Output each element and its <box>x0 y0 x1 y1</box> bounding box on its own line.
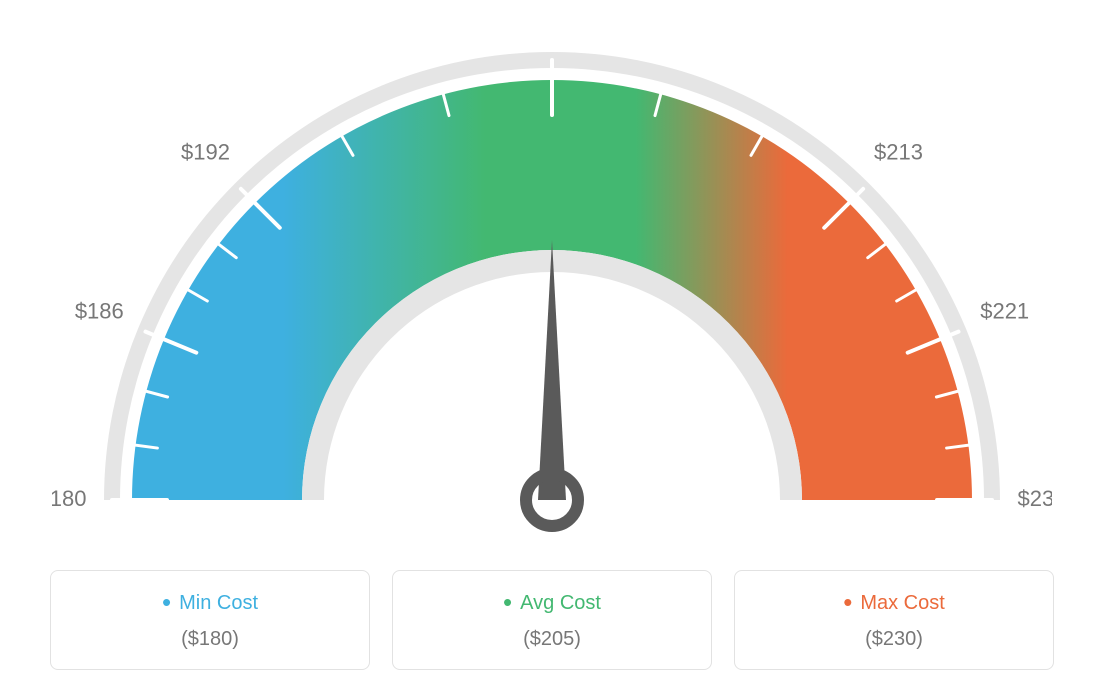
legend-max-value: ($230) <box>755 628 1033 651</box>
legend-row: Min Cost ($180) Avg Cost ($205) Max Cost… <box>0 570 1104 670</box>
svg-text:$180: $180 <box>52 486 86 511</box>
svg-text:$192: $192 <box>181 139 230 164</box>
legend-avg-value: ($205) <box>413 628 691 651</box>
gauge-area: $180 $186 $192 $205 $213 $221 $230 <box>0 0 1104 560</box>
svg-text:$230: $230 <box>1018 486 1052 511</box>
legend-avg-label: Avg Cost <box>413 587 691 618</box>
legend-card-avg: Avg Cost ($205) <box>392 570 712 670</box>
svg-text:$186: $186 <box>75 298 124 323</box>
legend-min-value: ($180) <box>71 628 349 651</box>
legend-max-label: Max Cost <box>755 587 1033 618</box>
legend-card-min: Min Cost ($180) <box>50 570 370 670</box>
legend-card-max: Max Cost ($230) <box>734 570 1054 670</box>
cost-gauge-widget: $180 $186 $192 $205 $213 $221 $230 Min Cost ($… <box>0 0 1104 690</box>
svg-text:$221: $221 <box>980 298 1029 323</box>
svg-text:$213: $213 <box>874 139 923 164</box>
svg-text:$205: $205 <box>528 20 577 21</box>
gauge-chart: $180 $186 $192 $205 $213 $221 $230 <box>52 20 1052 560</box>
legend-min-label: Min Cost <box>71 587 349 618</box>
